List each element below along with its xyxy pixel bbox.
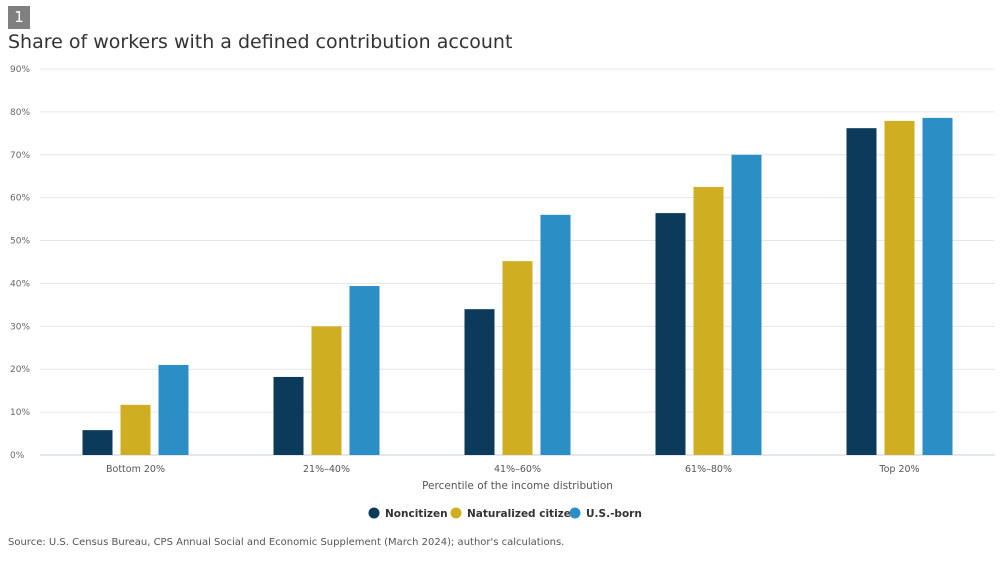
bar-noncitizen-1[interactable] bbox=[273, 376, 304, 455]
bar-noncitizen-4[interactable] bbox=[846, 128, 877, 456]
x-tick-label: Bottom 20% bbox=[106, 464, 165, 475]
bar-noncitizen-2[interactable] bbox=[464, 309, 495, 455]
x-tick-label: 21%–40% bbox=[303, 464, 350, 475]
y-tick-label: 40% bbox=[10, 279, 30, 289]
bar-naturalized-citizen-1[interactable] bbox=[311, 326, 342, 455]
bar-u-s-born-4[interactable] bbox=[922, 117, 953, 455]
source-note: Source: U.S. Census Bureau, CPS Annual S… bbox=[8, 537, 565, 548]
y-tick-label: 30% bbox=[10, 322, 30, 332]
legend-label[interactable]: Noncitizen bbox=[385, 508, 448, 520]
x-axis-label: Percentile of the income distribution bbox=[422, 480, 613, 492]
y-tick-label: 70% bbox=[10, 151, 30, 161]
legend-label[interactable]: Naturalized citizen bbox=[467, 508, 578, 520]
legend-marker bbox=[569, 507, 581, 519]
y-tick-label: 10% bbox=[10, 408, 30, 418]
chart-number-badge: 1 bbox=[8, 6, 30, 29]
legend-marker bbox=[450, 507, 462, 519]
bar-naturalized-citizen-3[interactable] bbox=[693, 186, 724, 455]
x-tick-label: 61%–80% bbox=[685, 464, 732, 475]
bar-u-s-born-3[interactable] bbox=[731, 154, 762, 455]
bar-naturalized-citizen-0[interactable] bbox=[120, 404, 151, 455]
y-tick-label: 80% bbox=[10, 108, 30, 118]
y-tick-label: 0% bbox=[10, 451, 25, 461]
legend-label[interactable]: U.S.-born bbox=[586, 508, 642, 520]
y-tick-label: 20% bbox=[10, 365, 30, 375]
y-tick-label: 50% bbox=[10, 237, 30, 247]
legend-marker bbox=[368, 507, 380, 519]
y-tick-label: 90% bbox=[10, 65, 30, 75]
chart-title: Share of workers with a defined contribu… bbox=[8, 31, 513, 53]
bar-noncitizen-0[interactable] bbox=[82, 430, 113, 455]
bar-naturalized-citizen-2[interactable] bbox=[502, 261, 533, 455]
bar-naturalized-citizen-4[interactable] bbox=[884, 120, 915, 455]
x-tick-label: Top 20% bbox=[878, 464, 919, 475]
y-tick-label: 60% bbox=[10, 194, 30, 204]
x-tick-label: 41%–60% bbox=[494, 464, 541, 475]
bar-u-s-born-1[interactable] bbox=[349, 286, 380, 455]
bar-u-s-born-0[interactable] bbox=[158, 364, 189, 455]
bar-chart: 0% 10% 20% 30% 40% 50% 60% 70% 80% 90% Bottom 20% 2… bbox=[10, 65, 995, 520]
bar-u-s-born-2[interactable] bbox=[540, 214, 571, 455]
bar-noncitizen-3[interactable] bbox=[655, 213, 686, 455]
